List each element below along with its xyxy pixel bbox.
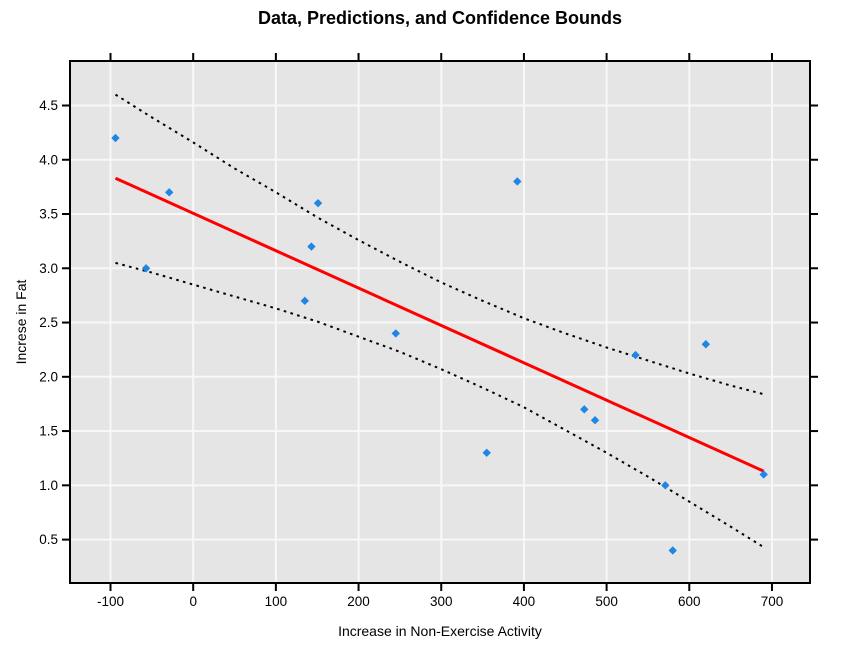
x-tick-label: 600: [678, 594, 701, 609]
data-point: [701, 340, 711, 349]
data-point: [313, 198, 323, 208]
data-point: [661, 481, 670, 490]
y-tick-label: 1.5: [39, 424, 58, 439]
data-point: [111, 133, 120, 143]
y-tick-label: 2.0: [39, 369, 58, 384]
y-axis-title: Increse in Fat: [13, 279, 29, 365]
data-point: [391, 329, 400, 338]
data-point: [631, 350, 640, 360]
x-axis-title: Increase in Non-Exercise Activity: [338, 623, 542, 639]
y-tick-label: 2.5: [39, 315, 58, 330]
data-point: [165, 188, 174, 197]
y-tick-label: 1.0: [39, 478, 58, 493]
x-tick-label: 500: [595, 594, 618, 609]
y-tick-label: 3.5: [39, 207, 58, 222]
data-point: [590, 416, 600, 425]
x-tick-label: 300: [430, 594, 453, 609]
x-tick-label: 0: [189, 594, 197, 609]
regression-prediction-line: [114, 176, 765, 473]
x-tick-label: 200: [347, 594, 370, 609]
y-tick-label: 0.5: [39, 532, 58, 547]
data-point: [300, 296, 310, 306]
y-tick-label: 4.0: [39, 152, 58, 167]
data-point: [307, 242, 316, 251]
y-tick-label: 4.5: [39, 98, 58, 113]
x-tick-label: 100: [265, 594, 288, 609]
data-point: [668, 546, 677, 555]
x-tick-label: -100: [97, 594, 124, 609]
data-point: [482, 448, 491, 457]
data-point: [513, 177, 522, 186]
data-point: [141, 264, 151, 273]
x-tick-label: 700: [761, 594, 784, 609]
chart-title: Data, Predictions, and Confidence Bounds: [257, 8, 623, 28]
data-point: [580, 405, 589, 414]
y-tick-label: 3.0: [39, 261, 58, 276]
data-point: [759, 470, 768, 479]
x-tick-label: 400: [513, 594, 536, 609]
